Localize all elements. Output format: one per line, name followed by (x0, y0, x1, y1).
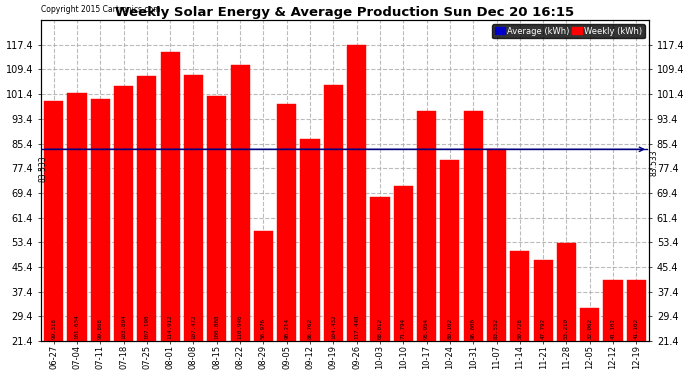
Text: 83.533: 83.533 (650, 149, 659, 176)
Bar (90, 99, 110, 341)
Bar (511, 251, 529, 341)
Bar (533, 260, 553, 341)
Bar (371, 197, 390, 341)
Bar (161, 53, 179, 341)
Text: 114.912: 114.912 (168, 315, 172, 339)
Bar (137, 76, 157, 341)
Text: 95.954: 95.954 (424, 318, 429, 339)
Bar (207, 96, 226, 341)
Bar (300, 140, 319, 341)
Text: 50.728: 50.728 (518, 318, 522, 339)
Text: 41.102: 41.102 (611, 318, 615, 339)
Text: 107.472: 107.472 (191, 315, 196, 339)
Text: 96.000: 96.000 (471, 318, 475, 339)
Bar (68, 93, 86, 341)
Text: 110.940: 110.940 (237, 315, 243, 339)
Text: Copyright 2015 Cartronics.com: Copyright 2015 Cartronics.com (41, 5, 160, 14)
Text: 103.894: 103.894 (121, 315, 126, 339)
Text: 101.634: 101.634 (75, 315, 79, 339)
Text: 83.552: 83.552 (494, 318, 499, 339)
Bar (254, 231, 273, 341)
Text: 53.210: 53.210 (564, 318, 569, 339)
Bar (464, 111, 483, 341)
Text: 41.102: 41.102 (634, 318, 639, 339)
Text: 107.190: 107.190 (144, 315, 149, 339)
Text: 100.808: 100.808 (215, 315, 219, 339)
Bar (440, 160, 460, 341)
Text: 83.533: 83.533 (39, 156, 48, 182)
Text: 71.794: 71.794 (401, 318, 406, 339)
Bar (324, 85, 343, 341)
Bar (44, 100, 63, 341)
Bar (114, 87, 133, 341)
Text: 98.214: 98.214 (284, 318, 289, 339)
Text: 68.012: 68.012 (377, 318, 382, 339)
Bar (627, 280, 646, 341)
Bar (277, 104, 296, 341)
Bar (417, 111, 436, 341)
Text: 80.102: 80.102 (447, 318, 453, 339)
Text: 47.792: 47.792 (541, 318, 546, 339)
Text: 99.868: 99.868 (98, 318, 103, 339)
Bar (580, 308, 600, 341)
Bar (184, 75, 203, 341)
Text: 99.318: 99.318 (51, 318, 56, 339)
Title: Weekly Solar Energy & Average Production Sun Dec 20 16:15: Weekly Solar Energy & Average Production… (115, 6, 575, 19)
Bar (347, 45, 366, 341)
Text: 117.448: 117.448 (354, 315, 359, 339)
Bar (230, 65, 250, 341)
Bar (394, 186, 413, 341)
Text: 32.062: 32.062 (587, 318, 592, 339)
Bar (604, 280, 622, 341)
Bar (487, 149, 506, 341)
Text: 104.432: 104.432 (331, 315, 336, 339)
Bar (557, 243, 576, 341)
Text: 86.762: 86.762 (308, 318, 313, 339)
Text: 56.976: 56.976 (261, 318, 266, 339)
Legend: Average (kWh), Weekly (kWh): Average (kWh), Weekly (kWh) (492, 24, 645, 38)
